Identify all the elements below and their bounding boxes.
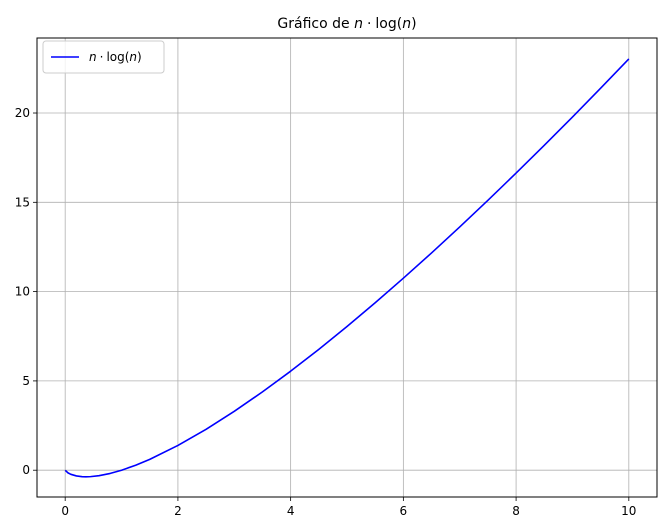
chart-title-n: n [354,16,363,32]
y-tick-label: 10 [15,285,30,299]
legend-label-close: ) [137,50,142,64]
x-tick-label: 2 [174,504,182,518]
plot-frame [36,37,658,498]
grid [37,38,657,497]
chart-title-fn: log( [375,16,402,32]
chart-title-prefix: Gráfico de [277,16,354,32]
series-line [64,58,630,478]
chart-title-op: · [367,16,371,32]
y-tick-label: 5 [22,374,30,388]
legend-label-fn: log( [106,50,129,64]
chart-title: Gráfico de n · log(n) [277,16,416,32]
x-tick-label: 10 [621,504,636,518]
x-tick-label: 4 [287,504,295,518]
y-tick-label: 15 [15,195,30,209]
series-layer [64,58,630,478]
legend-label-op: · [100,50,104,64]
x-tick-label: 8 [512,504,520,518]
y-tick-label: 20 [15,106,30,120]
x-tick-label: 6 [400,504,408,518]
ticks: 0 2 4 6 8 10 0 5 10 15 20 [15,106,637,518]
legend-box [42,40,165,74]
chart-title-close: ) [411,16,416,32]
x-tick-label: 0 [61,504,69,518]
legend-label-n: n [89,50,97,64]
y-tick-label: 0 [22,463,30,477]
legend-label-arg: n [129,50,137,64]
legend: n · log(n) [42,40,165,74]
chart-title-arg: n [402,16,411,32]
legend-label: n · log(n) [89,50,142,64]
